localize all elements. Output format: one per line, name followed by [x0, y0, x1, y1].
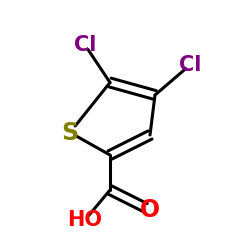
Text: Cl: Cl — [179, 55, 201, 75]
Text: Cl: Cl — [74, 35, 96, 55]
Text: O: O — [140, 198, 160, 222]
Text: HO: HO — [68, 210, 102, 230]
Text: S: S — [62, 120, 78, 144]
